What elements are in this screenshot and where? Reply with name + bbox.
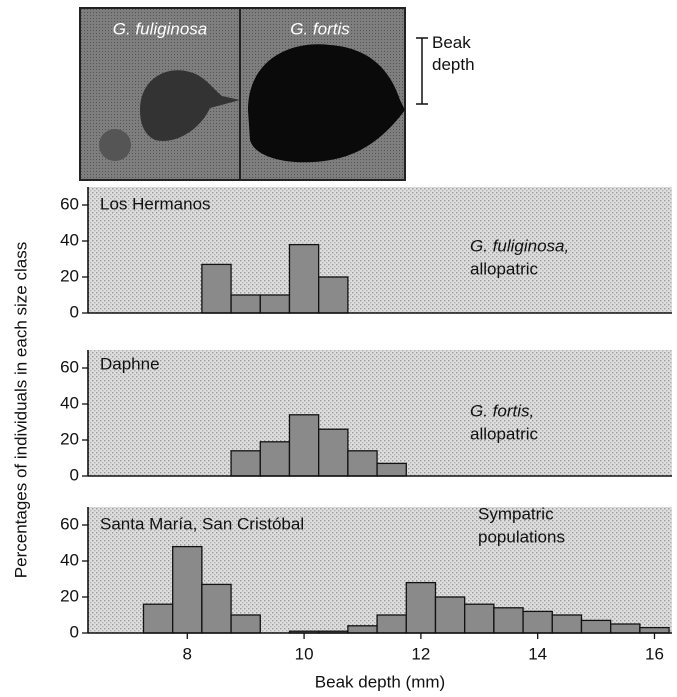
bar: [405, 581, 437, 634]
y-tick-label: 60: [60, 194, 79, 213]
panel-title: Daphne: [100, 354, 160, 373]
y-tick-label: 60: [60, 514, 79, 533]
y-tick-label: 60: [60, 357, 79, 376]
bar: [201, 583, 232, 634]
y-tick-label: 0: [70, 302, 79, 321]
bar: [230, 614, 261, 634]
bar: [522, 610, 553, 634]
x-tick-label: 16: [645, 644, 664, 663]
y-tick-label: 0: [70, 622, 79, 641]
y-tick-label: 20: [60, 586, 79, 605]
species-label: G. fortis: [290, 19, 350, 38]
bar: [288, 243, 320, 314]
y-tick-label: 0: [70, 465, 79, 484]
bar: [376, 462, 407, 477]
panel-title: Santa María, San Cristóbal: [100, 514, 304, 533]
bar: [347, 625, 378, 634]
x-tick-label: 10: [295, 644, 314, 663]
bar: [230, 294, 261, 314]
foliage: [99, 129, 131, 161]
bar: [259, 441, 291, 477]
bar: [142, 603, 174, 634]
bar: [434, 596, 466, 634]
bar: [551, 614, 583, 634]
beak-depth-label: Beak depth: [432, 33, 475, 74]
annotation: Sympatric: [478, 504, 554, 523]
bar: [318, 428, 349, 477]
x-tick-label: 12: [411, 644, 430, 663]
annotation: populations: [478, 527, 565, 546]
annotation: G. fuliginosa,: [470, 236, 569, 255]
annotation: allopatric: [470, 259, 539, 278]
x-tick-label: 14: [528, 644, 547, 663]
bar: [230, 450, 261, 477]
finch-large: [248, 44, 405, 163]
bar: [172, 545, 203, 634]
bar: [259, 294, 291, 314]
y-tick-label: 40: [60, 393, 79, 412]
annotation: G. fortis,: [470, 401, 534, 420]
bar: [318, 276, 349, 314]
bar: [464, 603, 495, 634]
x-tick-label: 8: [183, 644, 192, 663]
bar: [201, 263, 232, 314]
y-tick-label: 20: [60, 429, 79, 448]
bar: [288, 414, 320, 477]
plot-background: [88, 350, 672, 476]
illustration: G. fuliginosa G. fortis: [79, 7, 428, 181]
bar: [639, 626, 670, 634]
finch-small: [140, 70, 240, 141]
y-tick-label: 20: [60, 266, 79, 285]
y-axis-label: Percentages of individuals in each size …: [11, 242, 30, 578]
bar: [610, 623, 641, 634]
bar: [347, 450, 378, 477]
bar: [493, 607, 524, 634]
x-axis-label: Beak depth (mm): [315, 672, 445, 691]
y-tick-label: 40: [60, 230, 79, 249]
bar: [580, 619, 612, 634]
annotation: allopatric: [470, 424, 539, 443]
y-tick-label: 40: [60, 550, 79, 569]
species-label: G. fuliginosa: [113, 19, 208, 38]
plot-background: [88, 187, 672, 313]
bar: [376, 614, 407, 634]
panel-title: Los Hermanos: [100, 194, 211, 213]
